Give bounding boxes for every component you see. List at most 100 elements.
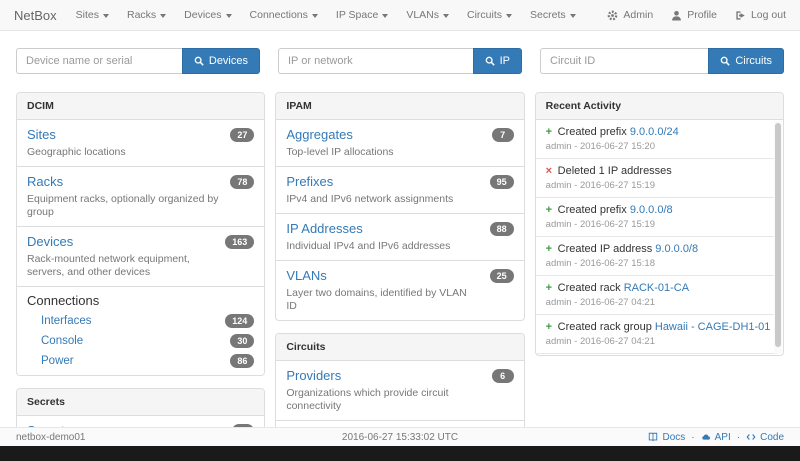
gear-icon	[607, 10, 618, 21]
activity-meta: admin - 2016-06-27 04:21	[545, 336, 655, 347]
activity-item: + Created IP address 9.0.0.0/8 admin - 20…	[535, 236, 775, 275]
circuits-panel-title: Circuits	[276, 334, 524, 361]
device-search-group: Devices	[16, 48, 260, 74]
power-link[interactable]: Power	[41, 355, 74, 367]
activity-object-link[interactable]: RACK-01-CA	[623, 282, 690, 294]
interfaces-link[interactable]: Interfaces	[41, 315, 92, 327]
dcim-panel: DCIM Sites 27 Geographic locations Racks…	[16, 92, 266, 376]
vlans-count-badge: 25	[489, 269, 514, 283]
main-content: Devices IP Circuits	[0, 31, 800, 427]
activity-object-link[interactable]: 9.0.0.0/24	[629, 126, 679, 138]
secrets-link[interactable]: Secrets	[27, 423, 71, 428]
device-search-button[interactable]: Devices	[181, 48, 260, 74]
dashboard-columns: DCIM Sites 27 Geographic locations Racks…	[0, 74, 800, 427]
circuit-search-group: Circuits	[540, 48, 784, 74]
providers-row: Providers 6 Organizations which provide …	[276, 361, 523, 420]
activity-meta: admin - 2016-06-27 15:20	[545, 141, 655, 152]
ip-search-input[interactable]	[278, 48, 473, 74]
chevron-down-icon	[382, 13, 389, 18]
search-icon	[194, 56, 204, 66]
footer: 2016-06-27 15:33:02 UTC netbox-demo01 Do…	[0, 427, 800, 446]
plus-icon: +	[545, 321, 553, 333]
menu-vlans[interactable]: VLANs	[397, 0, 458, 30]
device-search-input[interactable]	[16, 48, 182, 74]
sites-row: Sites 27 Geographic locations	[17, 120, 264, 166]
menu-circuits[interactable]: Circuits	[458, 0, 521, 30]
ip-addresses-link[interactable]: IP Addresses	[286, 221, 363, 236]
menu-connections[interactable]: Connections	[241, 0, 327, 30]
sites-description: Geographic locations	[27, 146, 126, 158]
activity-object-link[interactable]: 9.0.0.0/8	[629, 204, 673, 216]
ip-search-button[interactable]: IP	[472, 48, 522, 74]
activity-meta: admin - 2016-06-27 15:19	[545, 219, 655, 230]
activity-object-link[interactable]: Hawaii - CAGE-DH1-01	[654, 321, 771, 333]
power-item: Power 86	[27, 348, 255, 368]
search-icon	[720, 56, 731, 66]
api-link[interactable]: API	[701, 432, 731, 443]
code-link[interactable]: Code	[746, 432, 784, 443]
connections-row: Connections Interfaces 124 Console 30 Po…	[17, 286, 265, 375]
ip-addresses-count-badge: 88	[489, 222, 514, 236]
menu-devices[interactable]: Devices	[175, 0, 240, 30]
ipam-panel: IPAM Aggregates 7 Top-level IP allocatio…	[275, 92, 525, 321]
prefixes-row: Prefixes 95 IPv4 and IPv6 network assign…	[276, 166, 524, 213]
chevron-down-icon	[506, 13, 513, 18]
console-item: Console 30	[27, 328, 255, 348]
racks-link[interactable]: Racks	[27, 174, 64, 189]
plus-icon: +	[545, 243, 553, 255]
recent-activity-panel: Recent Activity + Created prefix 9.0.0.0/…	[534, 92, 784, 356]
racks-description: Equipment racks, optionally organized by…	[27, 193, 219, 218]
logout-link[interactable]: Log out	[735, 9, 786, 21]
racks-row: Racks 78 Equipment racks, optionally org…	[17, 166, 265, 226]
menu-sites[interactable]: Sites	[67, 0, 118, 30]
top-navbar: NetBox Sites Racks Devices Connections I…	[0, 0, 800, 31]
console-link[interactable]: Console	[41, 335, 84, 347]
prefixes-link[interactable]: Prefixes	[286, 174, 334, 189]
devices-row: Devices 163 Rack-mounted network equipme…	[17, 226, 265, 286]
chevron-down-icon	[443, 13, 450, 18]
dot-separator: ·	[736, 431, 741, 443]
netbox-brand[interactable]: NetBox	[14, 7, 57, 23]
user-icon	[671, 10, 682, 21]
aggregates-link[interactable]: Aggregates	[286, 127, 353, 142]
racks-count-badge: 78	[230, 175, 255, 189]
vlans-row: VLANs 25 Layer two domains, identified b…	[276, 260, 524, 320]
profile-link[interactable]: Profile	[671, 9, 717, 21]
activity-item: Modified device type Dell PowerEdge R630…	[535, 353, 775, 355]
menu-racks[interactable]: Racks	[118, 0, 175, 30]
cloud-icon	[701, 432, 711, 442]
connections-title: Connections	[27, 293, 100, 308]
activity-object-link[interactable]: 9.0.0.0/8	[655, 243, 699, 255]
sites-count-badge: 27	[230, 128, 255, 142]
column-dcim: DCIM Sites 27 Geographic locations Racks…	[16, 92, 266, 428]
power-count-badge: 86	[230, 354, 255, 368]
navbar-right: Admin Profile Log out	[607, 9, 786, 21]
recent-activity-list: + Created prefix 9.0.0.0/24 admin - 2016-…	[535, 120, 775, 355]
docs-link[interactable]: Docs	[648, 432, 685, 443]
admin-link[interactable]: Admin	[607, 9, 653, 21]
activity-scrollbar[interactable]	[773, 121, 782, 354]
ip-addresses-row: IP Addresses 88 Individual IPv4 and IPv6…	[276, 213, 524, 260]
code-icon	[746, 432, 756, 442]
sites-link[interactable]: Sites	[27, 127, 56, 142]
aggregates-row: Aggregates 7 Top-level IP allocations	[276, 120, 523, 166]
menu-secrets[interactable]: Secrets	[521, 0, 585, 30]
chevron-down-icon	[225, 13, 232, 18]
providers-link[interactable]: Providers	[286, 368, 342, 383]
providers-description: Organizations which provide circuit conn…	[286, 387, 449, 412]
circuit-search-input[interactable]	[540, 48, 709, 74]
footer-timestamp: 2016-06-27 15:33:02 UTC	[341, 431, 459, 443]
activity-item: + Created prefix 9.0.0.0/24 admin - 2016-…	[536, 120, 775, 158]
console-count-badge: 30	[230, 334, 255, 348]
search-icon	[485, 56, 495, 66]
book-icon	[648, 432, 658, 442]
chevron-down-icon	[160, 13, 167, 18]
circuit-search-button[interactable]: Circuits	[708, 48, 784, 74]
ip-search-group: IP	[278, 48, 522, 74]
activity-scrollbar-thumb[interactable]	[774, 123, 781, 347]
plus-icon: +	[545, 282, 553, 294]
vlans-link[interactable]: VLANs	[286, 268, 327, 283]
menu-ip-space[interactable]: IP Space	[327, 0, 397, 30]
devices-link[interactable]: Devices	[27, 234, 74, 249]
